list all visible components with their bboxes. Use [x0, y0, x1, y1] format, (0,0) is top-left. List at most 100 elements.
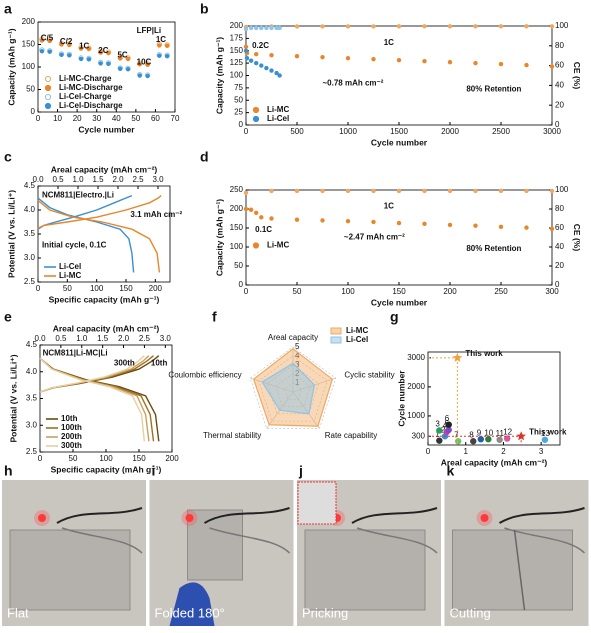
y-tick-label: 100 — [230, 71, 244, 80]
point — [125, 67, 131, 72]
point — [125, 56, 131, 62]
annotation: NCM811|Electro.|Li — [42, 191, 114, 200]
wire — [356, 527, 438, 554]
y-tick-label: 3.5 — [26, 394, 38, 403]
glove — [169, 582, 215, 626]
point — [67, 42, 72, 48]
annotation: NCM811|Li-MC|Li — [43, 349, 108, 358]
point — [473, 60, 478, 66]
point-label: 3 — [435, 420, 440, 429]
photo-caption: Cutting — [450, 605, 491, 620]
series-line — [37, 199, 161, 273]
point — [504, 435, 511, 442]
radar-grid — [266, 364, 320, 415]
legend-swatch — [252, 106, 260, 114]
x-tick-label: 100 — [341, 287, 355, 296]
y-tick-label: 4.5 — [26, 340, 38, 349]
annotation: 3.1 mAh cm⁻² — [130, 210, 182, 219]
x-tick-label: 1000 — [339, 127, 357, 136]
x2-axis-label: Areal capacity (mAh cm⁻²) — [53, 323, 160, 333]
radar-category: Rate capability — [325, 431, 377, 440]
x2-tick-label: 0.0 — [32, 175, 44, 184]
point — [396, 220, 402, 226]
point-label: 9 — [477, 428, 482, 437]
x2-tick-label: 2.5 — [139, 334, 151, 343]
legend-label: Li-MC — [59, 271, 81, 280]
y2-tick-label: 80 — [555, 204, 564, 213]
x-axis-label: Specific capacity (mAh g⁻¹) — [49, 294, 160, 304]
annotation: ~0.78 mAh cm⁻² — [323, 79, 384, 88]
radar-grid — [249, 346, 337, 429]
point — [137, 62, 142, 67]
point — [371, 24, 376, 29]
x-tick-label: 70 — [171, 114, 180, 123]
point — [157, 43, 162, 48]
y-tick-label: 3.5 — [24, 229, 36, 238]
point — [86, 46, 92, 52]
y2-tick-label: 100 — [555, 21, 569, 30]
point — [254, 210, 259, 215]
x2-tick-label: 2.0 — [118, 334, 130, 343]
point-label: 8 — [469, 430, 474, 439]
led-glow — [476, 510, 493, 526]
point — [294, 188, 300, 194]
annotation: 1C — [156, 35, 166, 44]
x-axis-label: Cycle number — [371, 137, 428, 147]
led — [185, 514, 194, 522]
radar-tick-label: 5 — [295, 342, 300, 351]
x2-tick-label: 0.5 — [52, 175, 64, 184]
series-line — [39, 357, 145, 442]
x-tick-label: 150 — [392, 287, 406, 296]
point — [541, 436, 549, 443]
annotation: 10th — [151, 358, 168, 367]
point — [106, 61, 111, 67]
radar-category: Coulombic efficiency — [168, 370, 241, 379]
x-tick-label: 3000 — [543, 127, 561, 136]
point — [447, 59, 453, 65]
x-tick-label: 2000 — [441, 127, 459, 136]
y-tick-label: 3.0 — [26, 420, 38, 429]
x-tick-label: 150 — [132, 454, 146, 463]
point — [294, 24, 300, 29]
x-tick-label: 50 — [69, 454, 78, 463]
point — [277, 73, 282, 78]
point — [422, 58, 427, 64]
point-label: 13 — [541, 429, 550, 438]
radar-tick-label: 3 — [295, 360, 300, 369]
radar-tick-label: 2 — [295, 369, 300, 378]
plot-frame — [427, 351, 561, 446]
y2-axis-label: CE (%) — [572, 62, 582, 90]
x-tick-label: 30 — [92, 114, 101, 123]
y-axis-label: Potential (V vs. Li/Li⁺) — [6, 190, 16, 278]
star-point — [516, 431, 526, 441]
y2-tick-label: 80 — [555, 41, 564, 50]
legend-label: Li-MC — [267, 105, 289, 114]
legend-label: 300th — [61, 441, 82, 450]
x-tick-label: 50 — [63, 284, 72, 293]
point — [549, 188, 555, 194]
y2-tick-label: 40 — [555, 242, 564, 251]
point — [524, 24, 529, 29]
point — [473, 188, 478, 194]
point — [39, 38, 45, 43]
x2-tick-label: 2.5 — [132, 175, 144, 184]
x-tick-label: 60 — [151, 114, 160, 123]
x-tick-label: 250 — [494, 287, 508, 296]
point — [396, 24, 402, 29]
cut — [513, 529, 526, 611]
legend-swatch — [44, 102, 52, 110]
point — [259, 63, 264, 68]
point — [243, 190, 249, 196]
y-axis-label: Cycle number — [396, 370, 406, 427]
y-tick-label: 100 — [230, 242, 244, 251]
point — [98, 50, 103, 55]
x-tick-label: 40 — [112, 114, 121, 123]
point — [254, 52, 259, 57]
point — [436, 437, 443, 444]
point — [396, 57, 402, 63]
point — [78, 56, 84, 62]
y2-tick-label: 0 — [555, 280, 560, 289]
legend-label: 100th — [61, 423, 82, 432]
legend-swatch — [330, 336, 342, 344]
y-tick-label: 200 — [230, 21, 244, 30]
